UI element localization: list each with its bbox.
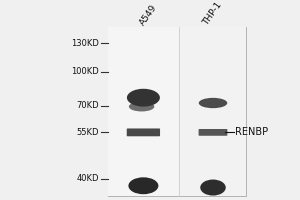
Ellipse shape bbox=[127, 89, 160, 107]
FancyBboxPatch shape bbox=[127, 128, 160, 136]
Bar bbox=[178, 27, 246, 196]
Text: 55KD: 55KD bbox=[76, 128, 99, 137]
Ellipse shape bbox=[199, 98, 227, 108]
Text: 70KD: 70KD bbox=[76, 101, 99, 110]
Text: RENBP: RENBP bbox=[236, 127, 268, 137]
FancyBboxPatch shape bbox=[199, 129, 227, 136]
Bar bbox=[108, 27, 178, 196]
Text: 40KD: 40KD bbox=[76, 174, 99, 183]
Text: 130KD: 130KD bbox=[71, 39, 99, 48]
Ellipse shape bbox=[128, 177, 158, 194]
Text: A549: A549 bbox=[138, 3, 159, 27]
Ellipse shape bbox=[200, 180, 226, 196]
Ellipse shape bbox=[129, 102, 154, 111]
Text: 100KD: 100KD bbox=[71, 67, 99, 76]
Bar bbox=[108, 27, 246, 196]
Text: THP-1: THP-1 bbox=[201, 1, 224, 27]
